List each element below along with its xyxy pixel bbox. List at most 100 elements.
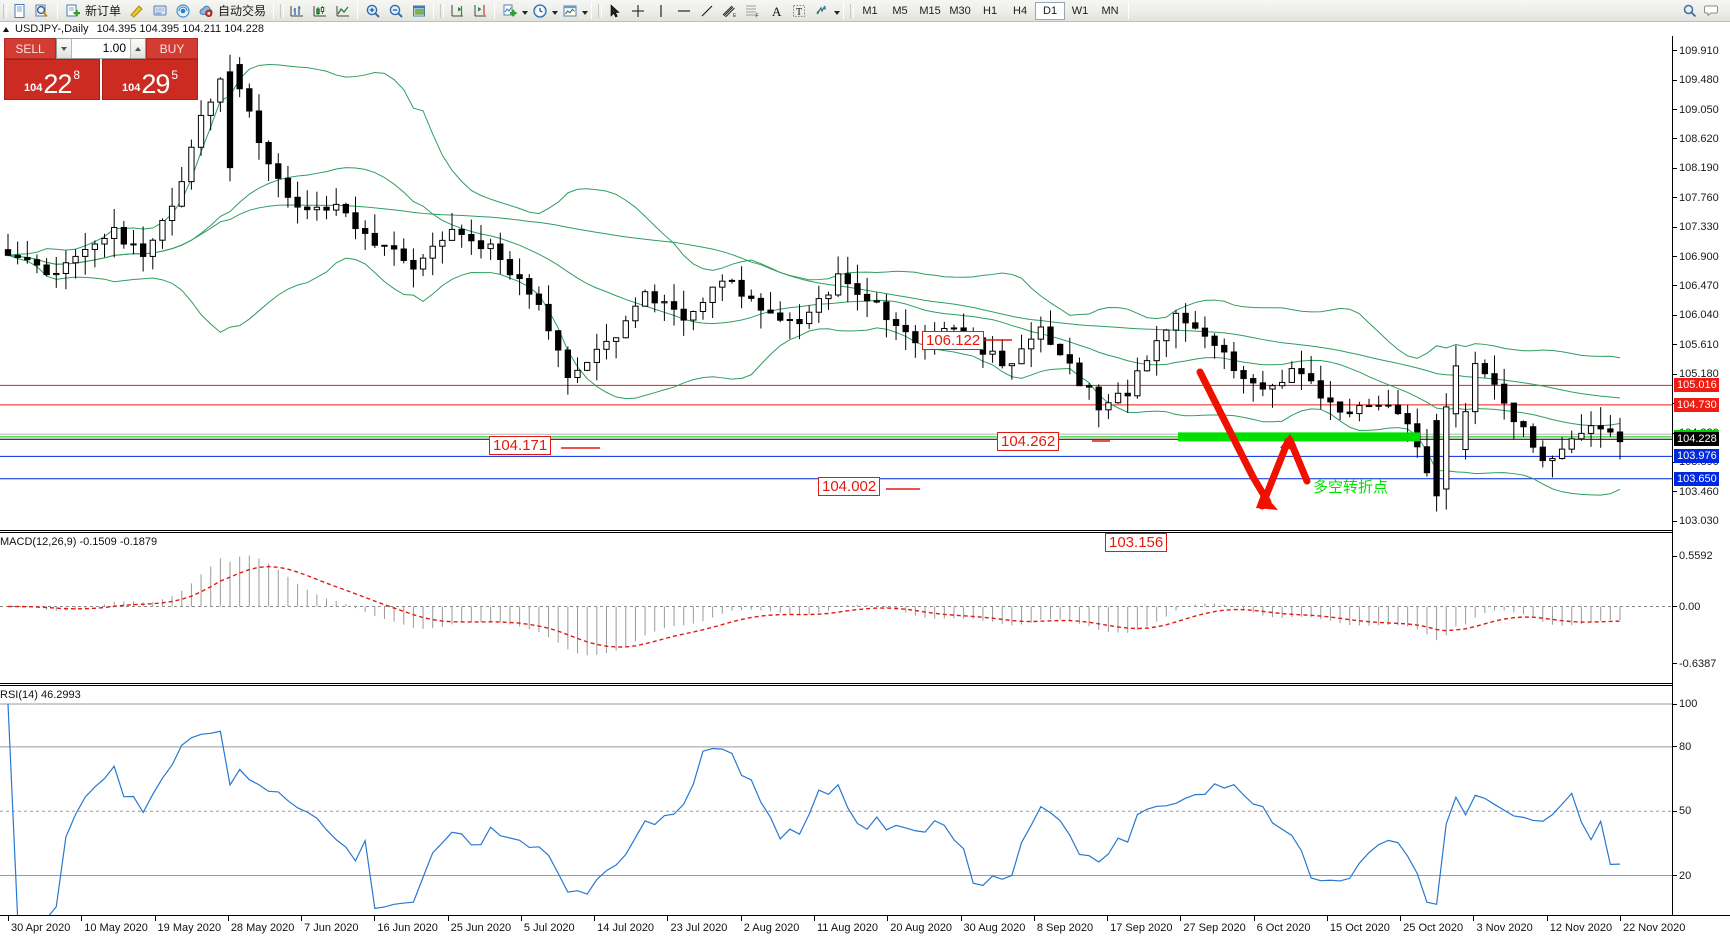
price-axis-tick: 106.900 [1673,251,1730,263]
toolbar-separator [494,2,496,19]
chat-icon[interactable] [1701,1,1724,21]
chart-ohlc-values: 104.395 104.395 104.211 104.228 [96,23,264,35]
volume-decrement-button[interactable] [57,39,72,58]
autotrading-icon[interactable] [194,1,217,21]
trendline-icon[interactable] [695,1,718,21]
volume-input[interactable]: 1.00 [102,41,126,55]
rsi-axis-tick: 50 [1673,805,1730,817]
candlestick-chart-icon[interactable] [308,1,331,21]
toolbar-grip[interactable] [1,2,7,20]
rsi-axis-tick: 80 [1673,741,1730,753]
chart-shift-icon[interactable] [445,1,468,21]
arrows-icon[interactable] [810,1,833,21]
macd-axis-tick: 0.00 [1673,601,1730,613]
timeframe-h4[interactable]: H4 [1013,4,1028,17]
timeframe-d1[interactable]: D1 [1035,1,1066,20]
price-axis-chip[interactable]: 105.016 [1674,378,1719,393]
timeframe-mn[interactable]: MN [1101,4,1119,17]
metaeditor-icon[interactable] [125,1,148,21]
volume-stepper[interactable]: 1.00 [56,38,146,59]
buy-price-button[interactable]: 104 29 5 [102,59,198,100]
timeframe-h1[interactable]: H1 [983,4,998,17]
sell-label[interactable]: SELL [4,38,56,59]
rsi-pane-canvas [0,703,1672,915]
rsi-pane[interactable] [0,686,1672,915]
grid-icon[interactable] [407,1,430,21]
text-icon[interactable]: A [764,1,787,21]
chart-panes[interactable]: MACD(12,26,9) -0.1509 -0.1879 RSI(14) 46… [0,36,1672,915]
open-data-folder-icon[interactable] [31,1,54,21]
toolbar-separator [843,2,845,19]
periodicity-clock-icon[interactable] [528,1,551,21]
search-icon[interactable] [1678,1,1701,21]
navigator-icon[interactable] [171,1,194,21]
toolbar-separator [591,2,593,19]
price-axis-tick: 108.190 [1673,162,1730,174]
timeframe-m15[interactable]: M15 [919,4,941,17]
template-chevron-down-icon[interactable] [582,10,589,15]
price-axis-chip[interactable]: 104.730 [1674,397,1719,412]
toolbar-grip[interactable] [596,2,603,20]
timeframe-w1[interactable]: W1 [1071,4,1089,17]
chevron-up-icon [135,46,141,51]
price-axis-chip[interactable]: 104.228 [1674,432,1719,447]
buy-label[interactable]: BUY [146,38,198,59]
arrows-chevron-down-icon[interactable] [834,10,841,15]
template-icon[interactable] [558,1,581,21]
annotation-turning-point-note[interactable]: 多空转折点 [1313,478,1389,496]
fibonacci-retracement-icon[interactable]: F [741,1,764,21]
price-axis-chip[interactable]: 103.650 [1674,471,1719,486]
annotation-price-104262[interactable]: 104.262 [997,432,1060,451]
vertical-line-icon[interactable] [649,1,672,21]
one-click-trading-panel[interactable]: SELL 1.00 BUY 104 22 8 104 29 5 [4,38,198,100]
rsi-label: RSI(14) 46.2993 [0,689,81,701]
auto-scroll-icon[interactable] [468,1,491,21]
toolbar-separator [273,2,275,19]
price-pane[interactable] [0,36,1672,530]
annotation-price-106122[interactable]: 106.122 [922,331,985,350]
timeframe-m1[interactable]: M1 [862,4,878,17]
time-axis[interactable]: 30 Apr 2020 10 May 2020 19 May 2020 28 May … [0,915,1730,943]
chart-container[interactable]: MACD(12,26,9) -0.1509 -0.1879 RSI(14) 46… [0,36,1730,915]
line-chart-icon[interactable] [331,1,354,21]
price-axis-tick: 108.620 [1673,133,1730,145]
periodicity-chevron-down-icon[interactable] [552,10,559,15]
new-order-label[interactable]: 新订单 [85,3,122,18]
price-axis-chip[interactable]: 103.976 [1674,449,1719,464]
macd-pane[interactable] [0,533,1672,683]
price-axis-tick: 105.610 [1673,339,1730,351]
terminal-icon[interactable] [148,1,171,21]
equidistant-channel-icon[interactable]: E [718,1,741,21]
toolbar-grip[interactable] [438,2,445,20]
zoom-in-icon[interactable] [361,1,384,21]
annotation-price-104171[interactable]: 104.171 [489,436,552,455]
toolbar-grip[interactable] [848,2,855,20]
svg-text:F: F [756,13,759,19]
crosshair-icon[interactable] [626,1,649,21]
annotation-price-103156[interactable]: 103.156 [1105,533,1168,552]
timeframe-m30[interactable]: M30 [949,4,971,17]
new-order-icon[interactable] [61,1,84,21]
add-indicator-icon[interactable] [498,1,521,21]
zoom-out-icon[interactable] [384,1,407,21]
buy-price-main: 29 [141,69,170,99]
text-label-icon[interactable]: T [787,1,810,21]
annotation-price-104002[interactable]: 104.002 [818,477,881,496]
new-chart-icon[interactable] [8,1,31,21]
chart-pointer-icon [2,24,12,34]
sell-price-prefix: 104 [23,82,43,94]
bar-chart-icon[interactable] [285,1,308,21]
macd-label: MACD(12,26,9) -0.1509 -0.1879 [0,536,158,548]
rsi-axis-tick: 20 [1673,870,1730,882]
price-axis[interactable]: 109.910 109.480 109.050 108.620 108.190 107.7… [1672,36,1730,915]
buy-price-prefix: 104 [121,82,141,94]
volume-increment-button[interactable] [130,39,145,58]
cursor-icon[interactable] [603,1,626,21]
add-indicator-chevron-down-icon[interactable] [522,10,529,15]
price-pane-canvas [0,54,1672,512]
timeframe-m5[interactable]: M5 [892,4,908,17]
autotrading-label[interactable]: 自动交易 [218,3,267,18]
sell-price-button[interactable]: 104 22 8 [4,59,100,100]
toolbar-grip[interactable] [278,2,285,20]
horizontal-line-icon[interactable] [672,1,695,21]
